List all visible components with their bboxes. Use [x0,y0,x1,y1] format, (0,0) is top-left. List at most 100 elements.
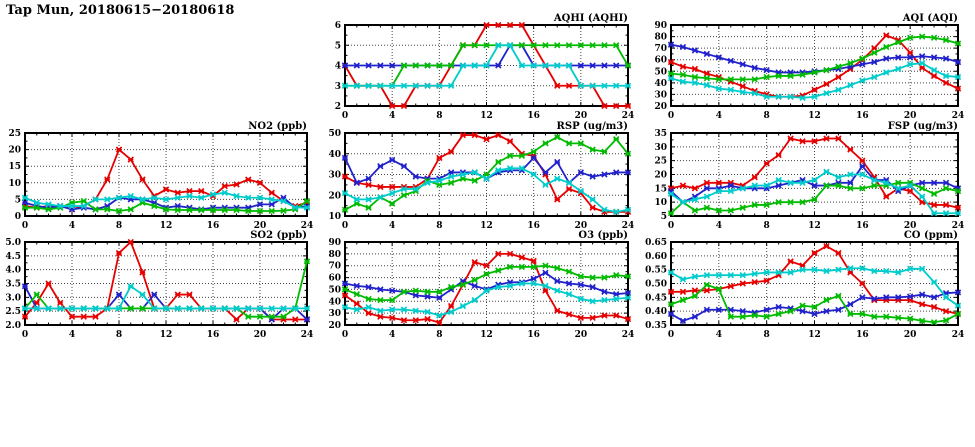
panel-no2: 0 4 8 12 16 20 24 0 5 10 15 20 25 NO2 (ppb) [8,121,313,231]
x-tick-label: 20 [575,221,588,231]
y-tick-label: 15 [8,162,21,172]
series-green-markers [667,33,962,83]
axis-ticks [670,241,959,326]
x-tick-label: 24 [622,221,635,231]
x-tick-label: 20 [254,221,267,231]
x-tick-label: 20 [904,330,917,340]
y-tick-label: 20 [654,171,667,181]
x-tick-label: 12 [808,111,821,121]
series-green-markers [667,281,962,326]
series-green-markers [341,133,632,213]
x-tick-label: 24 [622,330,635,340]
y-tick-label: 4.5 [5,252,21,262]
x-tick-label: 16 [207,330,220,340]
x-tick-label: 20 [904,221,917,231]
x-tick-label: 20 [575,111,588,121]
page-title: Tap Mun, 20180615−20180618 [6,3,235,18]
panel-title: NO2 (ppb) [248,121,307,132]
y-tick-label: 20 [328,191,341,201]
x-tick-label: 24 [622,111,635,121]
y-tick-label: 4.0 [5,266,21,276]
y-tick-label: 90 [654,21,667,31]
x-tick-label: 8 [436,111,442,121]
x-tick-label: 0 [342,330,348,340]
y-tick-label: 2.5 [5,307,21,317]
y-tick-label: 35 [654,129,667,139]
y-tick-label: 0.35 [645,321,667,331]
x-tick-label: 0 [342,221,348,231]
series-red-line [344,252,629,324]
panel-title: SO2 (ppb) [250,230,307,241]
x-tick-label: 12 [480,111,493,121]
y-tick-label: 50 [328,129,341,139]
x-tick-label: 12 [160,330,173,340]
panel-so2: 0 4 8 12 16 20 24 2.0 2.5 3.0 3.5 4.0 4.5 5.0 SO2 (ppb… [5,230,313,340]
series-cyan-line [670,170,958,215]
panel-title: O3 (ppb) [578,230,628,241]
y-tick-label: 5 [15,195,21,205]
series-green-line [344,264,629,302]
x-tick-label: 24 [952,221,965,231]
y-tick-label: 0.40 [645,307,667,317]
y-tick-label: 2.0 [5,321,21,331]
x-tick-label: 24 [301,330,314,340]
panel-title: RSP (ug/m3) [557,121,628,132]
series-red-markers [667,242,962,318]
y-tick-label: 60 [328,274,341,284]
y-tick-label: 30 [328,309,341,319]
x-tick-label: 4 [716,330,722,340]
x-tick-label: 12 [480,221,493,231]
y-tick-label: 20 [8,146,21,156]
x-tick-label: 4 [389,111,395,121]
x-tick-label: 16 [527,221,540,231]
y-tick-label: 60 [654,56,667,66]
x-tick-label: 20 [904,111,917,121]
x-tick-label: 8 [764,221,770,231]
x-tick-label: 0 [342,111,348,121]
series-green-markers [21,197,311,215]
x-tick-label: 8 [116,221,122,231]
y-tick-label: 70 [654,44,667,54]
y-tick-label: 30 [328,171,341,181]
y-tick-label: 4 [335,62,341,72]
y-tick-label: 80 [328,250,341,260]
x-tick-label: 16 [527,330,540,340]
series-red-markers [667,32,962,100]
y-tick-label: 5 [335,41,341,51]
x-tick-label: 0 [668,330,674,340]
y-tick-label: 90 [328,238,341,248]
x-tick-label: 8 [764,111,770,121]
series-cyan-markers [21,283,311,312]
y-tick-label: 0.50 [645,280,667,290]
y-tick-label: 0.55 [645,266,667,276]
x-tick-label: 0 [668,111,674,121]
x-tick-label: 20 [254,330,267,340]
series-cyan-markers [341,42,632,89]
y-tick-label: 30 [654,143,667,153]
x-tick-label: 12 [480,330,493,340]
y-tick-label: 10 [8,179,21,189]
x-tick-label: 12 [160,221,173,231]
series-cyan-markers [341,280,632,319]
panel-fsp: 0 4 8 12 16 20 24 5 10 15 20 25 30 35 FSP (ug/m3) [654,121,964,231]
x-tick-label: 24 [952,330,965,340]
x-tick-label: 16 [856,330,869,340]
y-tick-label: 5.0 [5,238,21,248]
x-tick-label: 8 [116,330,122,340]
y-tick-label: 6 [335,21,341,31]
y-tick-label: 20 [328,321,341,331]
y-tick-label: 5 [661,212,667,222]
y-tick-label: 2 [335,102,341,112]
y-tick-label: 80 [654,33,667,43]
x-tick-label: 4 [389,330,395,340]
panel-title: AQI (AQI) [902,13,958,24]
series-cyan-markers [341,165,632,216]
x-tick-label: 0 [668,221,674,231]
panel-aqhi: 0 4 8 12 16 20 24 2 3 4 5 6 AQHI (AQHI) [335,13,635,121]
y-tick-label: 10 [654,198,667,208]
y-tick-label: 3.0 [5,293,21,303]
